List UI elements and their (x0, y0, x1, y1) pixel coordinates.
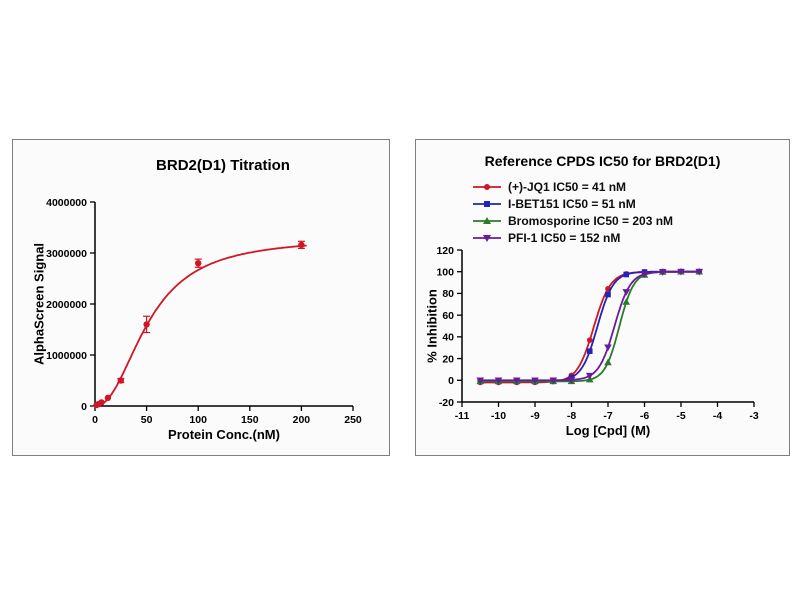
legend: (+)-JQ1 IC50 = 41 nM I-BET151 IC50 = 51 n… (472, 179, 673, 246)
legend-item: (+)-JQ1 IC50 = 41 nM (472, 179, 673, 195)
axes: -11 -10 -9 -8 -7 -6 -5 -4 -3 -20 0 20 40 60 80 100 120 (436, 245, 758, 422)
series-3 (476, 268, 704, 385)
x-tick-label: 150 (241, 414, 259, 426)
data-point (531, 377, 539, 385)
fit-curve (94, 244, 307, 407)
data-point (640, 271, 649, 278)
fit-curve (480, 270, 700, 382)
legend-label: I-BET151 IC50 = 51 nM (508, 197, 636, 211)
titration-title: BRD2(D1) Titration (156, 157, 290, 174)
legend-label: (+)-JQ1 IC50 = 41 nM (508, 180, 627, 194)
legend-marker-icon (473, 217, 501, 224)
series-1 (477, 268, 703, 385)
data-point (483, 235, 491, 242)
titration-ylabel: AlphaScreen Signal (31, 242, 47, 366)
data-point (549, 377, 558, 385)
data-point (585, 372, 594, 380)
y-tick-label: 0 (448, 375, 454, 387)
y-tick-label: 120 (436, 245, 454, 257)
y-tick-label: 0 (81, 401, 87, 413)
data-point (494, 377, 503, 385)
ic50-panel: -11 -10 -9 -8 -7 -6 -5 -4 -3 -20 0 20 40 60 80 100 120 R… (415, 139, 790, 456)
data-point (658, 269, 667, 276)
x-tick-label: -9 (530, 410, 539, 422)
data-point (117, 377, 125, 384)
data-point (586, 337, 593, 343)
data-point (586, 348, 593, 354)
legend-label: Bromosporine IC50 = 203 nM (508, 214, 674, 228)
data-point (604, 358, 612, 366)
x-tick-label: -6 (640, 410, 649, 422)
titration-xlabel: Protein Conc.(nM) (168, 427, 280, 442)
data-point (677, 268, 685, 276)
titration-plot: 0 50 100 150 200 250 0 1000000 2000000 3000000 400… (46, 197, 362, 426)
y-tick-label: 60 (442, 310, 454, 322)
data-point (605, 291, 611, 298)
data-point (98, 399, 105, 406)
data-point (104, 394, 112, 402)
legend-marker-icon (473, 235, 501, 242)
ic50-ylabel: % Inhibition (424, 289, 440, 363)
legend-marker-icon (473, 184, 501, 190)
ic50-plot: -11 -10 -9 -8 -7 -6 -5 -4 -3 -20 0 20 40 60 80 100 120 (436, 245, 758, 422)
series-0 (477, 268, 703, 386)
legend-item: PFI-1 IC50 = 152 nM (472, 230, 673, 246)
x-tick-label: -8 (567, 410, 576, 422)
fit-curve (480, 270, 700, 383)
data-point (143, 321, 150, 328)
x-tick-label: 0 (92, 414, 98, 426)
data-point (622, 289, 631, 296)
fit-curve (480, 270, 700, 383)
y-tick-label: 1000000 (46, 350, 87, 362)
data-point (512, 377, 521, 385)
data-point (623, 271, 630, 278)
x-tick-label: 250 (344, 414, 362, 426)
series-2 (476, 267, 704, 385)
data-point (484, 201, 490, 207)
legend-label: PFI-1 IC50 = 152 nM (508, 231, 621, 245)
y-tick-label: 4000000 (46, 197, 87, 209)
data-point (195, 260, 202, 267)
legend-item: Bromosporine IC50 = 203 nM (472, 213, 673, 229)
data-point (476, 377, 485, 385)
x-tick-label: -4 (713, 410, 722, 422)
axes: 0 50 100 150 200 250 0 1000000 2000000 3000000 400… (46, 197, 362, 426)
data-point (483, 217, 491, 224)
data-point (604, 344, 612, 352)
x-tick-label: -3 (749, 410, 758, 422)
y-tick-label: 3000000 (46, 248, 87, 260)
y-tick-label: 40 (442, 332, 454, 344)
data-point (484, 184, 490, 190)
ic50-title: Reference CPDS IC50 for BRD2(D1) (484, 153, 721, 169)
legend-marker-icon (473, 201, 501, 207)
x-tick-label: 50 (141, 414, 153, 426)
x-tick-label: -5 (676, 410, 685, 422)
data-point (567, 377, 576, 384)
y-tick-label: 20 (442, 353, 454, 365)
x-tick-label: -11 (455, 410, 470, 422)
y-tick-label: 80 (442, 288, 454, 300)
y-tick-label: -20 (439, 397, 454, 409)
x-tick-label: -7 (603, 410, 612, 422)
fit-curve (480, 270, 700, 384)
legend-item: I-BET151 IC50 = 51 nM (472, 196, 673, 212)
data-point (695, 268, 704, 276)
data-point (622, 298, 631, 305)
x-tick-label: -10 (491, 410, 506, 422)
titration-panel: 0 50 100 150 200 250 0 1000000 2000000 3000000 400… (12, 139, 390, 456)
x-tick-label: 100 (189, 414, 207, 426)
data-point (298, 241, 305, 249)
series-0 (93, 240, 307, 409)
x-tick-label: 200 (293, 414, 311, 426)
y-tick-label: 2000000 (46, 299, 87, 311)
ic50-xlabel: Log [Cpd] (M) (565, 423, 651, 438)
y-tick-label: 100 (436, 267, 454, 279)
